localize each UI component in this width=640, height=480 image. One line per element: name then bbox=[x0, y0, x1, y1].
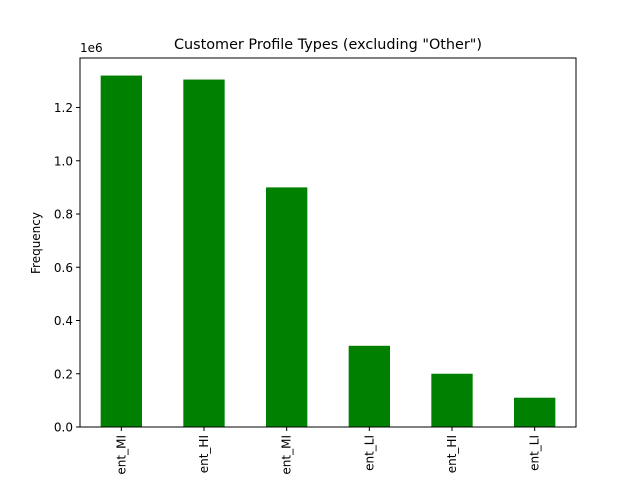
y-axis-label: Frequency bbox=[29, 212, 43, 274]
x-tick-label: ent_LI bbox=[362, 435, 376, 471]
chart-title: Customer Profile Types (excluding "Other… bbox=[174, 37, 482, 53]
y-tick-label: 1.2 bbox=[54, 101, 73, 115]
bar bbox=[266, 187, 308, 427]
y-tick-label: 0.8 bbox=[54, 208, 73, 222]
plot-frame bbox=[79, 57, 577, 428]
bar bbox=[348, 345, 390, 427]
x-ticks-group: ent_MI ent_HI ent_MI ent_LI ent_HI ent_LI bbox=[114, 427, 542, 475]
bars-group bbox=[100, 75, 556, 427]
axis-offset-label: 1e6 bbox=[80, 41, 103, 55]
bar bbox=[183, 79, 225, 427]
x-tick-label: ent_MI bbox=[114, 435, 128, 475]
x-tick-label: ent_HI bbox=[445, 435, 459, 473]
x-tick-label: ent_LI bbox=[528, 435, 542, 471]
bar bbox=[514, 397, 556, 427]
y-tick-label: 0.4 bbox=[54, 314, 73, 328]
y-tick-label: 1.0 bbox=[54, 154, 73, 168]
bar bbox=[431, 373, 473, 427]
y-tick-label: 0.0 bbox=[54, 421, 73, 435]
y-tick-label: 0.2 bbox=[54, 367, 73, 381]
x-tick-label: ent_HI bbox=[197, 435, 211, 473]
y-tick-label: 0.6 bbox=[54, 261, 73, 275]
y-ticks-group: 0.0 0.2 0.4 0.6 0.8 1.0 1.2 bbox=[54, 101, 80, 435]
bar bbox=[100, 75, 142, 427]
x-tick-label: ent_MI bbox=[280, 435, 294, 475]
